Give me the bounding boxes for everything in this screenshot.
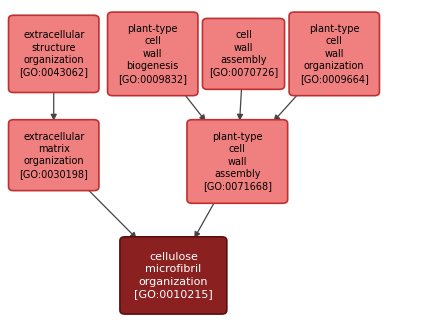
Text: plant-type
cell
wall
organization
[GO:0009664]: plant-type cell wall organization [GO:00… bbox=[300, 24, 369, 84]
Text: cellulose
microfibril
organization
[GO:0010215]: cellulose microfibril organization [GO:0… bbox=[134, 252, 213, 299]
FancyBboxPatch shape bbox=[107, 12, 198, 96]
Text: cell
wall
assembly
[GO:0070726]: cell wall assembly [GO:0070726] bbox=[209, 30, 278, 78]
FancyBboxPatch shape bbox=[187, 120, 288, 203]
Text: plant-type
cell
wall
biogenesis
[GO:0009832]: plant-type cell wall biogenesis [GO:0009… bbox=[118, 24, 187, 84]
FancyBboxPatch shape bbox=[289, 12, 379, 96]
Text: extracellular
structure
organization
[GO:0043062]: extracellular structure organization [GO… bbox=[19, 30, 88, 78]
Text: extracellular
matrix
organization
[GO:0030198]: extracellular matrix organization [GO:00… bbox=[19, 131, 88, 179]
FancyBboxPatch shape bbox=[8, 15, 99, 92]
FancyBboxPatch shape bbox=[8, 120, 99, 191]
FancyBboxPatch shape bbox=[203, 18, 285, 89]
Text: plant-type
cell
wall
assembly
[GO:0071668]: plant-type cell wall assembly [GO:007166… bbox=[203, 132, 272, 191]
FancyBboxPatch shape bbox=[120, 237, 227, 314]
